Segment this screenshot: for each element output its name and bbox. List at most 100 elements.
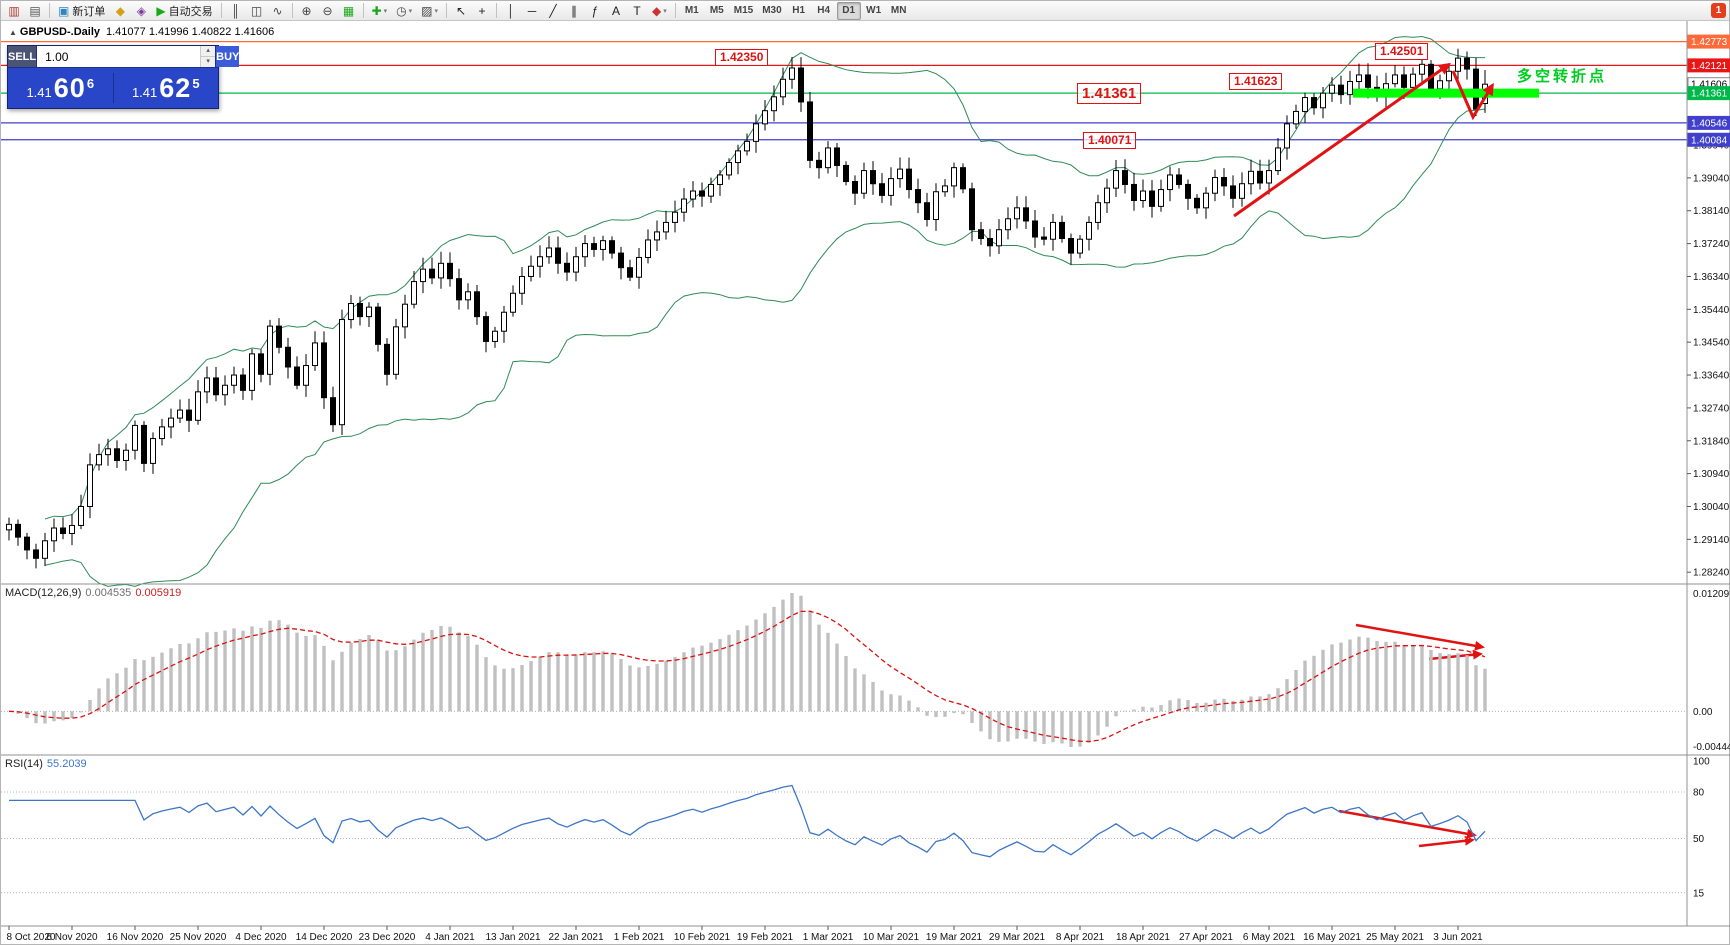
candle [141, 421, 147, 473]
cursor-icon[interactable]: ↖ [455, 3, 467, 18]
candle [987, 229, 993, 257]
bid-price[interactable]: 1.41 60 6 [8, 73, 113, 104]
buy-button[interactable]: BUY [216, 46, 240, 67]
svg-text:1.33640: 1.33640 [1693, 371, 1730, 382]
tile-windows-icon[interactable]: ▦ [342, 3, 355, 18]
price-annotation[interactable]: 1.42501 [1375, 43, 1429, 60]
macd-pane[interactable]: 0.01209 0.00 -0.004446 [1, 589, 1730, 753]
new-chart-icon[interactable]: ▥ [8, 3, 20, 18]
tf-h4-button[interactable]: H4 [817, 5, 831, 16]
macd-signal-value: 0.005919 [135, 587, 182, 599]
ask-price[interactable]: 1.41 62 5 [114, 73, 219, 104]
shapes-icon[interactable]: ◆ ▾ [652, 3, 667, 18]
tf-m1-button[interactable]: M1 [684, 5, 699, 16]
candle [1176, 168, 1182, 189]
trendline-icon[interactable]: ╱ [549, 3, 557, 18]
ask-price-main: 62 [159, 72, 192, 103]
candlestick-icon[interactable]: ◫ [250, 3, 263, 18]
vertical-line-icon[interactable]: │ [507, 3, 515, 18]
indicators-icon[interactable]: ✚ ▾ [371, 3, 388, 18]
candle [942, 179, 948, 197]
axes[interactable]: 1.399401.390401.381401.372401.363401.354… [1, 21, 1730, 927]
new-order-button[interactable]: ▣ 新订单 [58, 3, 106, 18]
tf-w1-button[interactable]: W1 [866, 5, 882, 16]
notification-badge[interactable]: 1 [1711, 3, 1726, 18]
rsi-divergence-arrow-2[interactable] [1418, 835, 1475, 848]
collapse-arrow-icon[interactable]: ▲ [9, 28, 17, 37]
horizontal-line-icon[interactable]: ─ [527, 3, 537, 18]
price-annotation[interactable]: 1.40071 [1083, 132, 1137, 149]
bar-chart-icon[interactable]: ║ [231, 3, 240, 18]
label-icon[interactable]: T [633, 3, 641, 18]
bull-trend-arrow[interactable] [1233, 62, 1451, 218]
price-annotation[interactable]: 1.41623 [1229, 73, 1283, 90]
svg-text:100: 100 [1693, 757, 1710, 768]
chart-note-text[interactable]: 多空转折点 [1517, 68, 1608, 85]
tf-m15-button[interactable]: M15 [733, 5, 754, 16]
templates-icon[interactable]: ▨ ▾ [421, 3, 439, 18]
volume-input[interactable] [37, 46, 201, 67]
trade-panel-prices: 1.41 60 6 1.41 62 5 [8, 68, 218, 108]
pullback-arrow[interactable] [1451, 70, 1494, 121]
rsi-divergence-arrow[interactable] [1338, 809, 1477, 839]
autotrading-button[interactable]: ▶ 自动交易 [156, 3, 213, 18]
svg-text:19 Mar 2021: 19 Mar 2021 [926, 932, 983, 943]
rsi-pane[interactable]: 100 80 50 15 [1, 757, 1710, 900]
candle [87, 453, 93, 519]
tf-d1-button[interactable]: D1 [836, 1, 861, 20]
svg-text:1.40084: 1.40084 [1691, 135, 1728, 146]
candle [834, 142, 840, 178]
candle [645, 229, 651, 264]
price-annotation[interactable]: 1.41361 [1077, 83, 1142, 104]
candle [1284, 115, 1290, 160]
rsi-label: RSI(14) 55.2039 [5, 758, 87, 770]
crosshair-icon[interactable]: + [478, 3, 486, 18]
candle [375, 302, 381, 352]
candle [33, 543, 39, 569]
tf-h1-button[interactable]: H1 [792, 5, 806, 16]
deposit-icon[interactable]: ◆ [115, 3, 125, 18]
macd-divergence-arrow[interactable] [1355, 623, 1485, 651]
macd-divergence-arrow-2[interactable] [1428, 649, 1483, 661]
candle [1131, 172, 1137, 211]
tf-mn-button[interactable]: MN [890, 5, 907, 16]
candle [807, 92, 813, 169]
highlight-band[interactable] [1353, 88, 1539, 98]
periods-icon[interactable]: ◷ ▾ [396, 3, 413, 18]
volume-down-button[interactable]: ▾ [201, 56, 216, 67]
macd-signal-line [8, 610, 1486, 743]
candle [690, 181, 696, 208]
text-icon[interactable]: A [612, 3, 621, 18]
candle [177, 399, 183, 424]
candle [843, 161, 849, 186]
candle [1293, 104, 1299, 129]
tf-m5-button[interactable]: M5 [709, 5, 724, 16]
toolbar-separator [220, 3, 222, 18]
market-icon[interactable]: ◈ [136, 3, 146, 18]
main-chart-pane[interactable] [1, 35, 1687, 587]
trade-panel-divider [112, 73, 114, 103]
svg-text:10 Feb 2021: 10 Feb 2021 [674, 932, 731, 943]
candle [330, 386, 336, 432]
toolbar: ▥ ▤ ▣ 新订单 ◆ ◈ ▶ 自动交易 ║ ◫ ∿ ⊕ ⊖ ▦ ✚ ▾ ◷ ▾ ▨ ▾ ↖ + │ ─ ╱ ∥ ƒ A T ◆ ▾ M1 M5… [1, 1, 1729, 21]
line-chart-icon[interactable]: ∿ [272, 3, 283, 18]
zoom-out-icon[interactable]: ⊖ [322, 3, 333, 18]
tf-m30-button[interactable]: M30 [762, 5, 782, 16]
candle [1347, 70, 1353, 105]
candle [897, 157, 903, 188]
zoom-in-icon[interactable]: ⊕ [301, 3, 312, 18]
candle [978, 221, 984, 245]
candle [276, 318, 282, 354]
candle [906, 157, 912, 199]
price-annotation[interactable]: 1.42350 [715, 49, 769, 66]
candles [6, 48, 1488, 569]
candle [1446, 63, 1452, 91]
sell-button[interactable]: SELL [8, 46, 37, 67]
candle [1023, 196, 1029, 230]
fibonacci-icon[interactable]: ƒ [591, 3, 599, 18]
profiles-icon[interactable]: ▤ [29, 3, 41, 18]
channel-icon[interactable]: ∥ [571, 3, 578, 18]
volume-up-button[interactable]: ▴ [201, 46, 216, 56]
